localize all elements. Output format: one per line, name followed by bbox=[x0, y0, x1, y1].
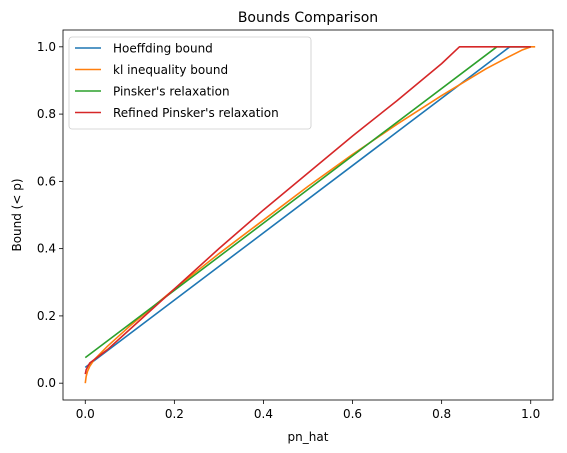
y-axis-ticks: 0.0 0.2 0.4 0.6 0.8 1.0 bbox=[37, 40, 63, 390]
series-line-4 bbox=[84, 46, 531, 375]
y-tick-label: 0.6 bbox=[37, 174, 56, 188]
x-tick-label: 1.0 bbox=[521, 407, 540, 421]
legend-entry-label: kl inequality bound bbox=[113, 63, 228, 77]
y-tick-label: 0.0 bbox=[37, 376, 56, 390]
legend-box bbox=[68, 36, 312, 130]
legend: Hoeffding bound kl inequality bound Pinske… bbox=[68, 36, 312, 130]
y-tick-label: 0.2 bbox=[37, 309, 56, 323]
x-tick-label: 0.8 bbox=[432, 407, 451, 421]
x-axis-label: pn_hat bbox=[288, 430, 329, 444]
x-tick-label: 0.6 bbox=[343, 407, 362, 421]
series-layer bbox=[84, 46, 536, 384]
legend-entry-label: Pinsker's relaxation bbox=[113, 85, 230, 99]
y-tick-label: 1.0 bbox=[37, 40, 56, 54]
x-tick-label: 0.0 bbox=[76, 407, 95, 421]
x-axis-ticks: 0.0 0.2 0.4 0.6 0.8 1.0 bbox=[76, 400, 540, 421]
legend-entry-label: Hoeffding bound bbox=[113, 42, 213, 56]
legend-entry-label: Refined Pinsker's relaxation bbox=[113, 106, 279, 120]
y-axis-label: Bound (< p) bbox=[10, 178, 24, 251]
plot-frame bbox=[62, 29, 554, 401]
x-tick-label: 0.4 bbox=[254, 407, 273, 421]
series-line-2 bbox=[84, 46, 536, 384]
y-tick-label: 0.8 bbox=[37, 107, 56, 121]
chart-title: Bounds Comparison bbox=[238, 10, 378, 26]
y-tick-label: 0.4 bbox=[37, 242, 56, 256]
x-tick-label: 0.2 bbox=[165, 407, 184, 421]
